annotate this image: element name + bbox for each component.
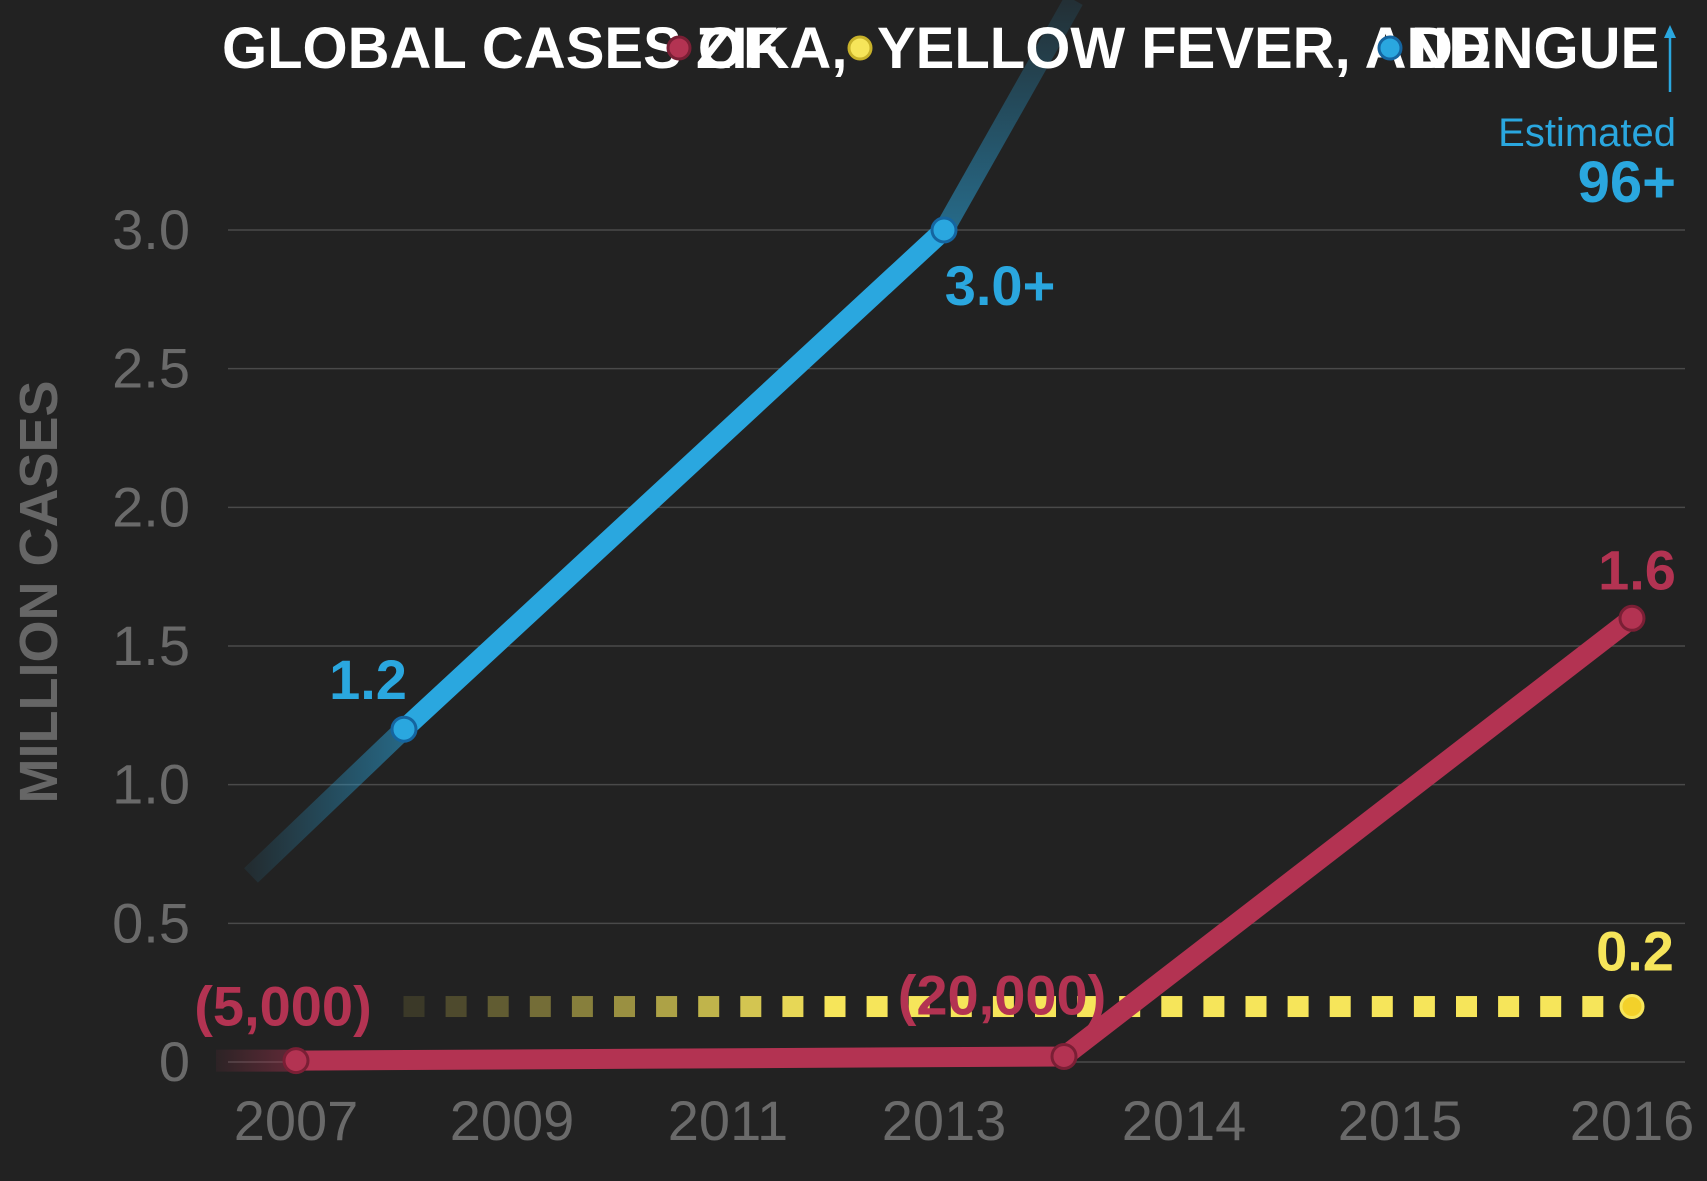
yellow-fever-dot (1287, 996, 1309, 1018)
yellow-fever-dot (950, 996, 972, 1018)
x-tick-label: 2014 (1122, 1089, 1247, 1152)
yellow-fever-dot (1413, 996, 1435, 1018)
legend-marker-zika (666, 35, 692, 61)
yellow-fever-dot (740, 996, 762, 1018)
x-tick-label: 2016 (1570, 1089, 1695, 1152)
y-tick-label: 0 (159, 1030, 190, 1093)
yellow-fever-dot (445, 996, 467, 1018)
zika-label-20000: (20,000) (898, 963, 1107, 1026)
dengue-label-1-2: 1.2 (329, 648, 407, 711)
series-yellow-fever (403, 994, 1645, 1020)
x-tick-label: 2013 (882, 1089, 1007, 1152)
y-axis-label: MILLION CASES (9, 380, 69, 803)
y-tick-label: 3.0 (112, 198, 190, 261)
yellow-fever-dot (1203, 996, 1225, 1018)
chart-title: GLOBAL CASES OF ZIKA, YELLOW FEVER, AND … (222, 16, 1659, 81)
x-tick-label: 2007 (234, 1089, 359, 1152)
yellow-fever-dot (403, 996, 425, 1018)
legend-marker-yellow-fever (847, 35, 873, 61)
y-tick-label: 0.5 (112, 891, 190, 954)
yellow-fever-dot (908, 996, 930, 1018)
yellow-fever-point-2016 (1619, 994, 1645, 1020)
dengue-line-fade-end (935, 0, 1083, 235)
yellow-fever-dot (698, 996, 720, 1018)
legend-marker-dengue (1377, 35, 1403, 61)
x-tick-label: 2015 (1338, 1089, 1463, 1152)
dengue-point (930, 216, 958, 244)
x-tick-labels: 2007 2009 2011 2013 2014 2015 2016 (234, 1089, 1695, 1152)
up-arrow-icon (1664, 25, 1676, 92)
y-tick-label: 1.0 (112, 753, 190, 816)
yellow-fever-dot (1498, 996, 1520, 1018)
yellow-fever-dot (1077, 996, 1099, 1018)
y-tick-label: 2.5 (112, 337, 190, 400)
y-tick-label: 1.5 (112, 614, 190, 677)
yellow-fever-dot (614, 996, 635, 1018)
dengue-point (390, 715, 418, 743)
yellow-fever-dot (1582, 996, 1604, 1018)
zika-point (1050, 1042, 1078, 1070)
legend-label-dengue: DENGUE (1411, 16, 1659, 81)
x-tick-label: 2009 (450, 1089, 575, 1152)
series-zika (216, 604, 1646, 1075)
yellow-fever-dot (1329, 996, 1351, 1018)
yellow-fever-dot (1371, 996, 1393, 1018)
zika-point (1618, 604, 1646, 632)
yellow-fever-dot (1035, 996, 1056, 1018)
yellow-fever-dot (782, 996, 804, 1018)
legend-label-zika: ZIKA, (696, 16, 847, 81)
data-labels: 1.2 3.0+ (5,000) (20,000) 1.6 0.2 (194, 254, 1676, 1038)
yellow-fever-dot (1245, 996, 1267, 1018)
yellow-fever-dot (1161, 996, 1183, 1018)
estimate-value: 96+ (1578, 150, 1676, 215)
dengue-label-3-0: 3.0+ (945, 254, 1056, 317)
yellow-fever-dot (992, 996, 1014, 1018)
x-tick-label: 2011 (668, 1089, 788, 1152)
yellow-fever-dot (1456, 996, 1477, 1018)
grid-lines (228, 229, 1685, 1063)
dengue-line (394, 220, 954, 740)
y-tick-label: 2.0 (112, 475, 190, 538)
yellow-fever-dot (866, 996, 888, 1018)
zika-label-1-6: 1.6 (1598, 538, 1676, 601)
yellow-fever-dot (487, 996, 509, 1018)
series-dengue (244, 0, 1083, 883)
estimate-label: Estimated (1498, 111, 1676, 155)
yellow-fever-label-0-2: 0.2 (1596, 920, 1674, 983)
y-tick-labels: 0 0.5 1.0 1.5 2.0 2.5 3.0 (112, 198, 190, 1093)
dengue-line-fade-start (244, 721, 411, 883)
yellow-fever-dot (529, 996, 551, 1018)
estimate-annotation: Estimated 96+ (1498, 25, 1676, 215)
yellow-fever-dot (656, 996, 678, 1018)
title-prefix: GLOBAL CASES OF (222, 16, 778, 81)
yellow-fever-dot (571, 996, 593, 1018)
yellow-fever-dot (1540, 996, 1562, 1018)
zika-label-5000: (5,000) (194, 975, 371, 1038)
yellow-fever-dot (824, 996, 846, 1018)
zika-point (282, 1047, 310, 1075)
